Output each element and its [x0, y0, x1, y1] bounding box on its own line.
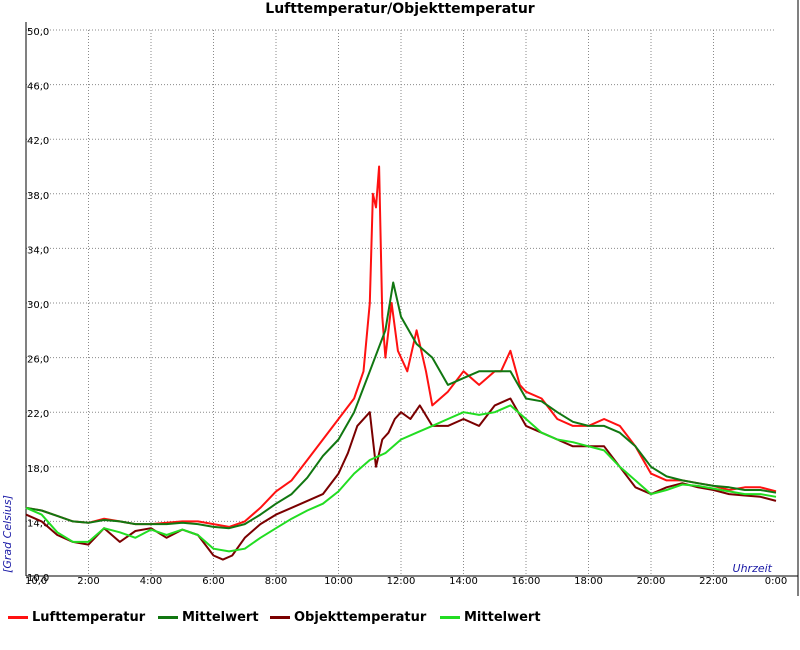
series-lines [25, 165, 777, 561]
series-line-3 [25, 397, 777, 561]
legend-label: Lufttemperatur [32, 609, 146, 625]
y-tick-label: 14,0 [27, 518, 49, 529]
y-tick-label: 50,0 [27, 27, 49, 38]
y-tick-label: 26,0 [27, 355, 49, 366]
y-axis-label: [Grad Celsius] [1, 495, 14, 573]
x-tick-label: 0:00 [765, 576, 787, 587]
series-line-2 [25, 281, 777, 530]
y-tick-label: 30,0 [27, 300, 49, 311]
legend-swatch [8, 615, 28, 619]
legend-item: Lufttemperatur [8, 606, 145, 628]
x-tick-label: 4:00 [140, 576, 162, 587]
legend-item: Mittelwert [440, 606, 541, 628]
y-tick-label: 18,0 [27, 464, 49, 475]
axes [25, 0, 799, 596]
x-tick-label: 16:00 [512, 576, 541, 587]
legend-item: Objekttemperatur [270, 606, 426, 628]
y-tick-labels: 50,0 46,0 42,0 38,0 34,0 30,0 26,0 22,0 18,0 14,0… [27, 27, 49, 584]
x-tick-label: 2:00 [77, 576, 99, 587]
x-tick-label: 12:00 [387, 576, 416, 587]
y-tick-label: 22,0 [27, 409, 49, 420]
legend-swatch [158, 615, 178, 619]
legend-swatch [440, 615, 460, 619]
x-tick-label: 22:00 [699, 576, 728, 587]
chart-title: Lufttemperatur/Objekttemperatur [265, 1, 535, 17]
x-axis-label: Uhrzeit [733, 562, 773, 575]
legend-item: Mittelwert [158, 606, 259, 628]
y-tick-label: 10,0 [27, 573, 49, 584]
x-tick-label: 14:00 [449, 576, 478, 587]
grid [26, 29, 776, 576]
x-tick-label: 8:00 [265, 576, 287, 587]
legend-label: Objekttemperatur [294, 609, 427, 625]
legend-label: Mittelwert [182, 609, 259, 625]
x-origin-label: 10,0 [25, 576, 47, 587]
series-line-1 [25, 165, 777, 528]
y-tick-label: 46,0 [27, 82, 49, 93]
x-tick-label: 20:00 [637, 576, 666, 587]
x-tick-label: 6:00 [202, 576, 224, 587]
legend-swatch [270, 615, 290, 619]
legend-label: Mittelwert [464, 609, 541, 625]
y-tick-label: 38,0 [27, 191, 49, 202]
x-tick-label: 18:00 [574, 576, 603, 587]
y-tick-label: 34,0 [27, 245, 49, 256]
x-tick-labels: 2:00 4:00 6:00 8:00 10:00 12:00 14:00 16:00 18:0… [25, 576, 787, 587]
legend: Lufttemperatur Mittelwert Objekttemperatur… [0, 606, 800, 628]
series-line-4 [25, 404, 777, 553]
x-tick-label: 10:00 [324, 576, 353, 587]
y-tick-label: 42,0 [27, 136, 49, 147]
